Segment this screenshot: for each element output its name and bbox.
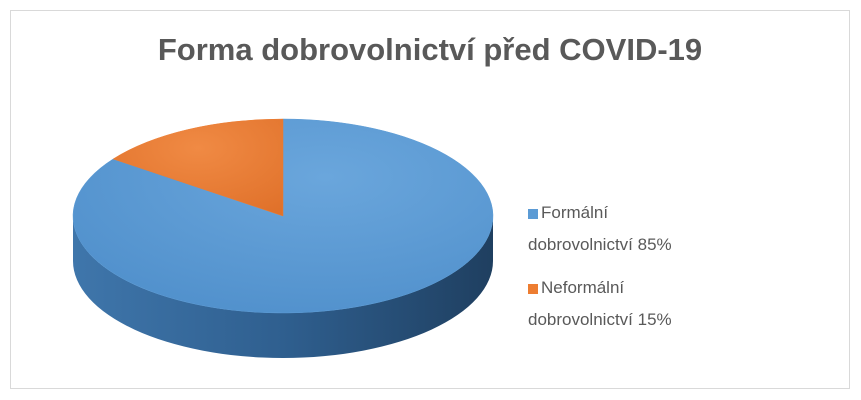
slice-top xyxy=(112,118,284,217)
legend-label: Neformální dobrovolnictví 15% xyxy=(528,278,672,329)
legend-label: Formální dobrovolnictví 85% xyxy=(528,203,672,254)
legend-swatch xyxy=(528,284,538,294)
pie-slice xyxy=(112,118,284,217)
chart-title: Forma dobrovolnictví před COVID-19 xyxy=(158,32,702,67)
legend-swatch xyxy=(528,209,538,219)
slice-side xyxy=(73,216,493,358)
